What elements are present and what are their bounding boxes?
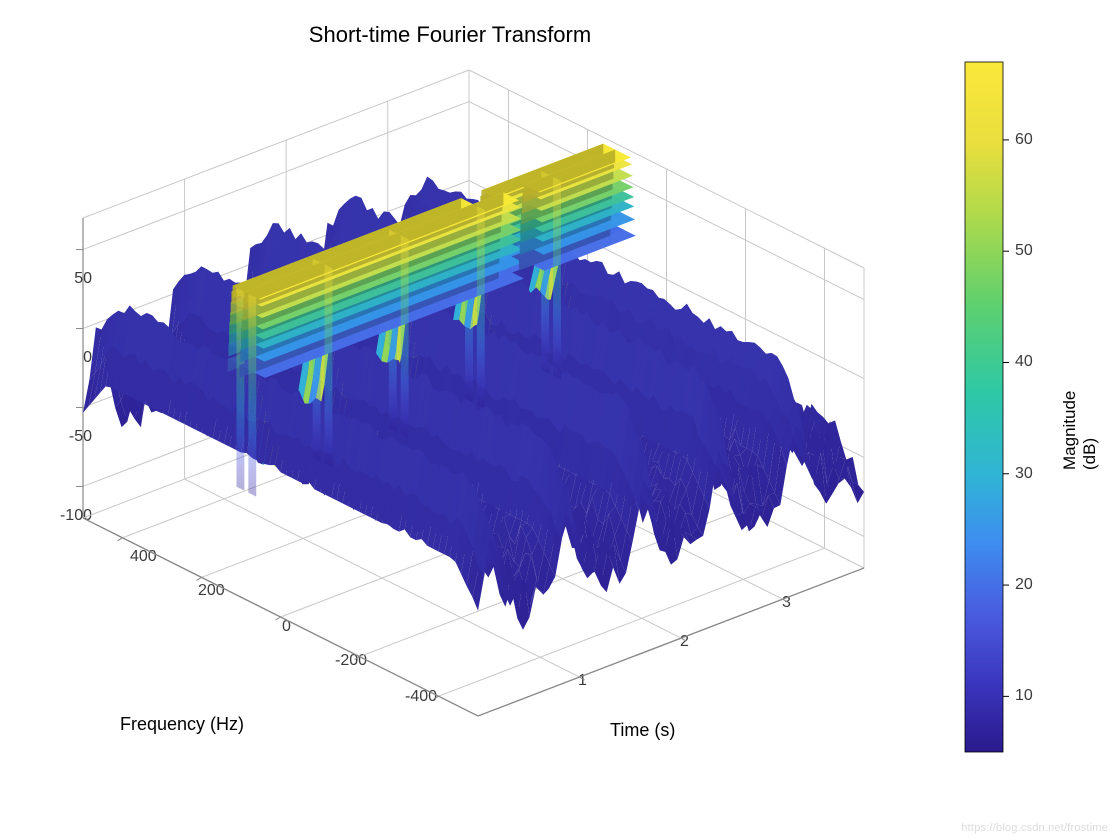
cb-tick-10: 10: [1015, 687, 1033, 705]
chart-container: { "chart": { "type": "3d-surface-stft", …: [0, 0, 1120, 840]
cb-tick-40: 40: [1015, 353, 1033, 371]
watermark: https://blog.csdn.net/frostime: [961, 822, 1108, 834]
cb-tick-30: 30: [1015, 465, 1033, 483]
cb-tick-50: 50: [1015, 242, 1033, 260]
cb-tick-60: 60: [1015, 131, 1033, 149]
plot-svg: [0, 0, 1120, 840]
cb-tick-20: 20: [1015, 576, 1033, 594]
colorbar-label: Magnitude (dB): [1060, 391, 1100, 470]
